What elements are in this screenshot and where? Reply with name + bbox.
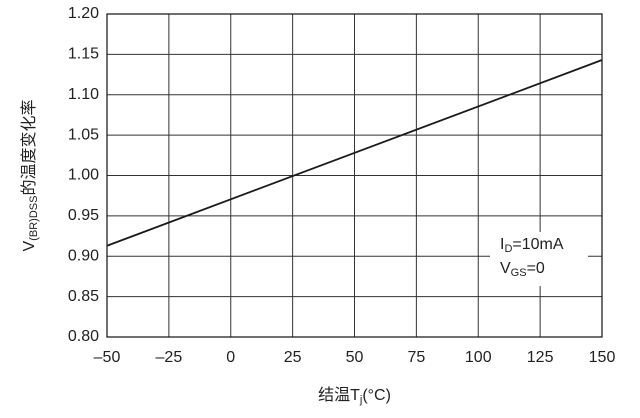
x-tick-label: –25 <box>156 349 183 366</box>
y-tick-label: 0.85 <box>68 288 99 305</box>
y-tick-label: 1.15 <box>68 46 99 63</box>
x-tick-label: 100 <box>465 349 492 366</box>
x-tick-label: 25 <box>284 349 302 366</box>
x-axis-label-main: 结温T <box>318 386 360 404</box>
annotation: ID=10mA <box>500 236 564 255</box>
y-tick-label: 0.90 <box>68 247 99 264</box>
y-axis-label-main: V <box>21 240 38 251</box>
y-axis-label-rest: 的温度变化率 <box>20 100 38 196</box>
x-axis-label: 结温Tj(°C) <box>318 386 391 406</box>
annotation-sub: GS <box>511 267 527 279</box>
x-tick-label: 50 <box>346 349 364 366</box>
annotation-sub: D <box>504 243 512 255</box>
x-tick-label: 0 <box>226 349 235 366</box>
annotation-box <box>490 232 588 286</box>
x-tick-label: 150 <box>589 349 616 366</box>
x-tick-label: 75 <box>407 349 425 366</box>
y-tick-label: 1.20 <box>68 5 99 22</box>
y-tick-label: 1.10 <box>68 86 99 103</box>
x-tick-label: 125 <box>527 349 554 366</box>
y-axis-label: V(BR)DSS的温度变化率 <box>20 100 40 252</box>
x-axis-label-sub: j <box>359 394 362 406</box>
x-axis-label-rest: (°C) <box>362 387 391 404</box>
y-tick-label: 1.05 <box>68 126 99 143</box>
annotation: VGS=0 <box>500 260 545 279</box>
annotation-main: I <box>500 236 504 253</box>
plot-frame <box>106 13 603 338</box>
annotation-main: V <box>500 260 511 277</box>
annotation-rest: =0 <box>527 260 545 277</box>
y-tick-label: 0.80 <box>68 328 99 345</box>
annotation-rest: =10mA <box>512 236 563 253</box>
x-tick-label: –50 <box>94 349 121 366</box>
y-tick-label: 0.95 <box>68 207 99 224</box>
y-tick-label: 1.00 <box>68 167 99 184</box>
y-axis-label-sub: (BR)DSS <box>28 196 40 241</box>
data-line <box>106 59 603 247</box>
